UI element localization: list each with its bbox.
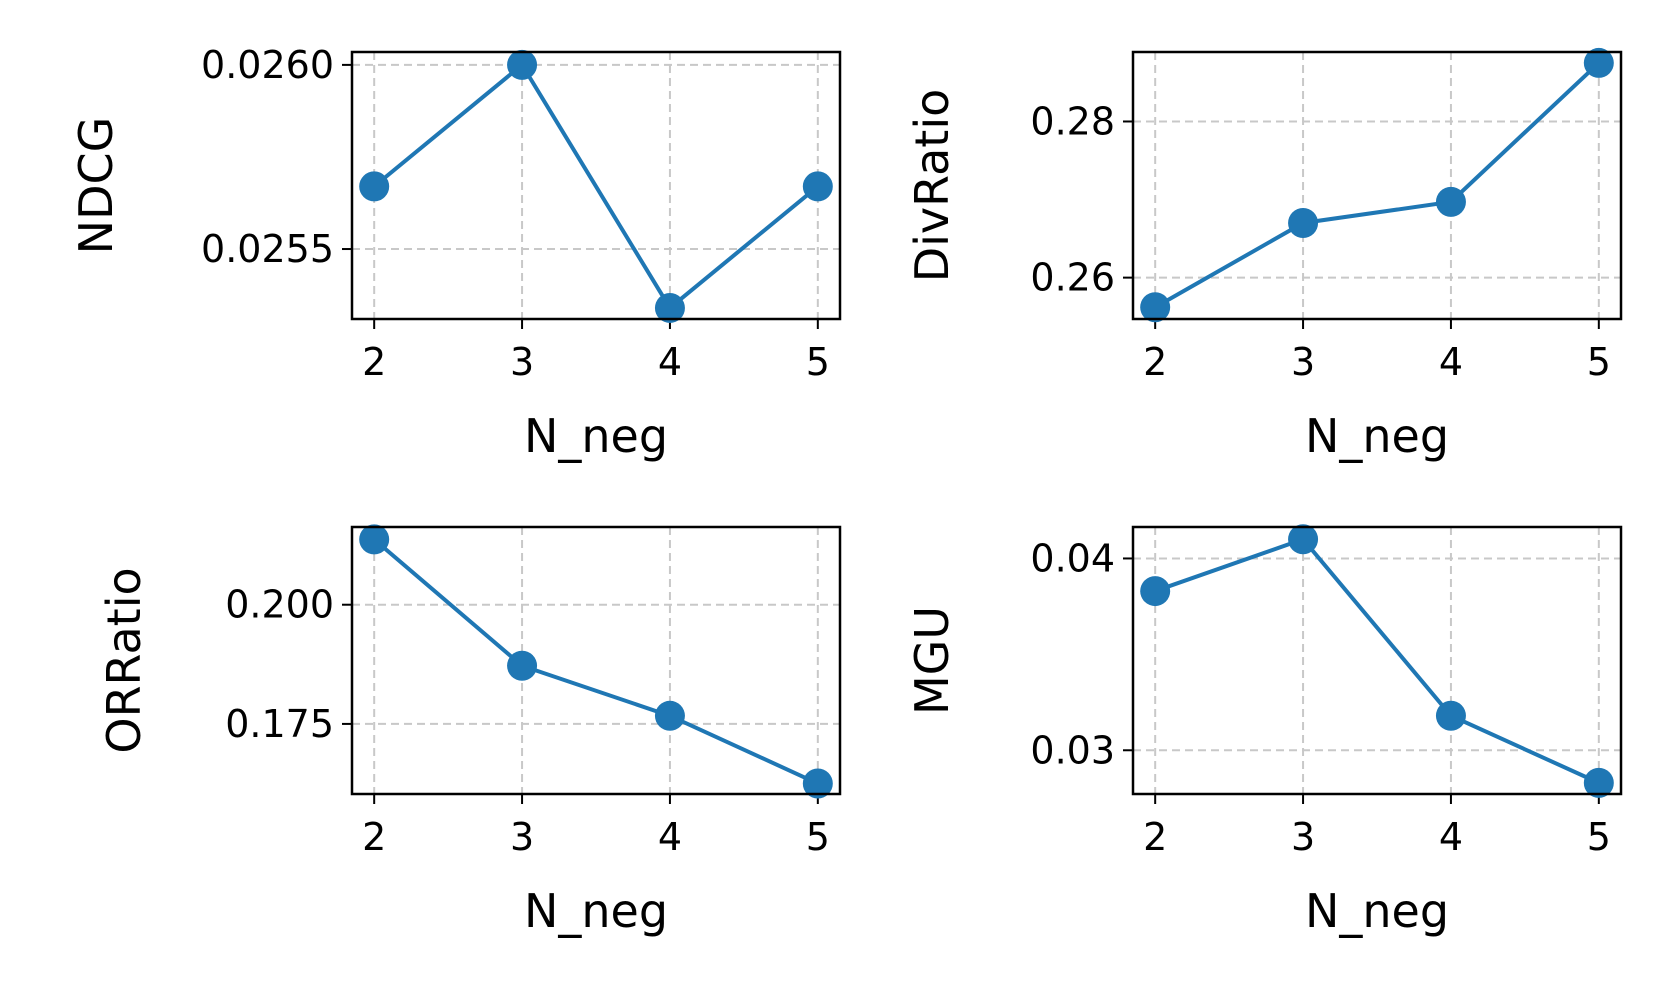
data-point: [1435, 700, 1466, 731]
data-point: [1583, 767, 1614, 798]
series-line: [372, 537, 819, 786]
y-tick-label: 0.0260: [201, 43, 334, 87]
x-tick-label: 5: [806, 340, 830, 384]
x-tick-label: 3: [1291, 340, 1315, 384]
data-point: [1140, 292, 1171, 323]
series-line: [1154, 61, 1601, 310]
x-tick-label: 4: [658, 340, 682, 384]
subplot-mgu: 2 3 4 5 0.03 0.04 N_neg MGU: [905, 524, 1623, 938]
y-tick-label: 0.04: [1030, 536, 1115, 580]
data-point: [802, 768, 833, 799]
axes-frame: [350, 50, 842, 321]
x-tick-label: 2: [1143, 815, 1167, 859]
y-axis-label: MGU: [905, 606, 959, 715]
y-axis-label: ORRatio: [97, 567, 151, 753]
x-tick-label: 2: [1143, 340, 1167, 384]
data-point: [1288, 207, 1319, 238]
data-point: [507, 650, 538, 681]
data-point: [1435, 186, 1466, 217]
x-tick-label: 3: [510, 815, 534, 859]
x-axis-label: N_neg: [1305, 884, 1449, 938]
x-tick-label: 2: [362, 340, 386, 384]
x-axis-label: N_neg: [524, 884, 668, 938]
x-tick-label: 5: [806, 815, 830, 859]
data-point: [654, 292, 685, 323]
axes-frame: [350, 525, 842, 796]
subplot-orratio: 2 3 4 5 0.175 0.200 N_neg ORRatio: [97, 524, 842, 938]
data-point: [654, 700, 685, 731]
y-tick-label: 0.26: [1030, 256, 1115, 300]
axes-frame: [1131, 525, 1623, 796]
subplot-ndcg: 2 3 4 5 0.0255 0.0260 N_neg NDCG: [69, 43, 842, 463]
y-axis-label: DivRatio: [905, 89, 959, 283]
y-tick-label: 0.03: [1030, 728, 1115, 772]
x-tick-label: 4: [658, 815, 682, 859]
y-tick-label: 0.200: [225, 583, 334, 627]
x-tick-label: 4: [1439, 340, 1463, 384]
data-point: [802, 171, 833, 202]
data-point: [359, 524, 390, 555]
series-line: [1154, 536, 1600, 785]
y-tick-label: 0.28: [1030, 99, 1115, 143]
x-tick-label: 5: [1587, 340, 1611, 384]
x-axis-label: N_neg: [1305, 409, 1449, 463]
subplot-divratio: 2 3 4 5 0.26 0.28 N_neg DivRatio: [905, 47, 1623, 463]
x-tick-label: 2: [362, 815, 386, 859]
data-point: [359, 171, 390, 202]
y-axis-label: NDCG: [69, 117, 123, 255]
x-tick-label: 4: [1439, 815, 1463, 859]
x-tick-label: 5: [1587, 815, 1611, 859]
data-point: [1288, 524, 1319, 555]
data-point: [1140, 576, 1171, 607]
x-axis-label: N_neg: [524, 409, 668, 463]
data-point: [1583, 47, 1614, 78]
x-tick-label: 3: [510, 340, 534, 384]
data-point: [507, 49, 538, 80]
y-tick-label: 0.0255: [201, 227, 334, 271]
y-tick-label: 0.175: [225, 702, 334, 746]
series-line: [372, 61, 820, 311]
axes-frame: [1131, 50, 1623, 321]
x-tick-label: 3: [1291, 815, 1315, 859]
